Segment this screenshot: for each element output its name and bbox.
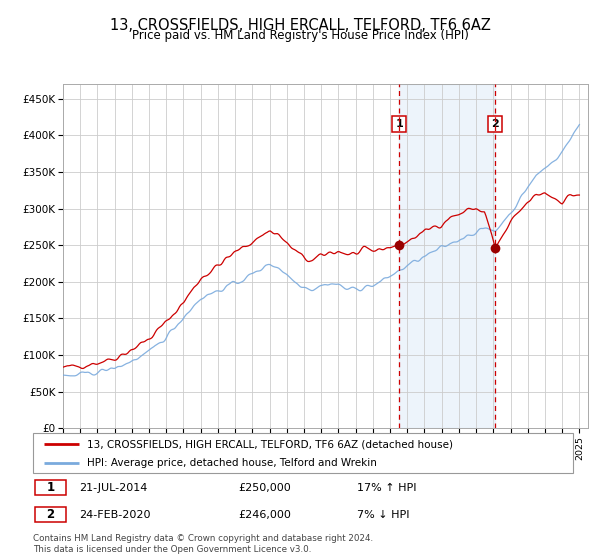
Text: Price paid vs. HM Land Registry's House Price Index (HPI): Price paid vs. HM Land Registry's House … [131, 29, 469, 42]
Text: Contains HM Land Registry data © Crown copyright and database right 2024.
This d: Contains HM Land Registry data © Crown c… [33, 534, 373, 554]
Text: 1: 1 [46, 482, 55, 494]
Text: £246,000: £246,000 [238, 510, 291, 520]
Text: 21-JUL-2014: 21-JUL-2014 [79, 483, 147, 493]
Text: 2: 2 [46, 508, 55, 521]
Text: 17% ↑ HPI: 17% ↑ HPI [357, 483, 416, 493]
Text: 13, CROSSFIELDS, HIGH ERCALL, TELFORD, TF6 6AZ: 13, CROSSFIELDS, HIGH ERCALL, TELFORD, T… [110, 18, 490, 33]
Text: 2: 2 [491, 119, 499, 129]
Text: 13, CROSSFIELDS, HIGH ERCALL, TELFORD, TF6 6AZ (detached house): 13, CROSSFIELDS, HIGH ERCALL, TELFORD, T… [87, 439, 453, 449]
FancyBboxPatch shape [33, 433, 573, 473]
FancyBboxPatch shape [35, 480, 66, 496]
Text: 24-FEB-2020: 24-FEB-2020 [79, 510, 151, 520]
Text: HPI: Average price, detached house, Telford and Wrekin: HPI: Average price, detached house, Telf… [87, 458, 377, 468]
Text: 7% ↓ HPI: 7% ↓ HPI [357, 510, 409, 520]
Bar [400, 84, 496, 428]
FancyBboxPatch shape [35, 507, 66, 522]
Text: £250,000: £250,000 [238, 483, 291, 493]
Text: 1: 1 [395, 119, 403, 129]
